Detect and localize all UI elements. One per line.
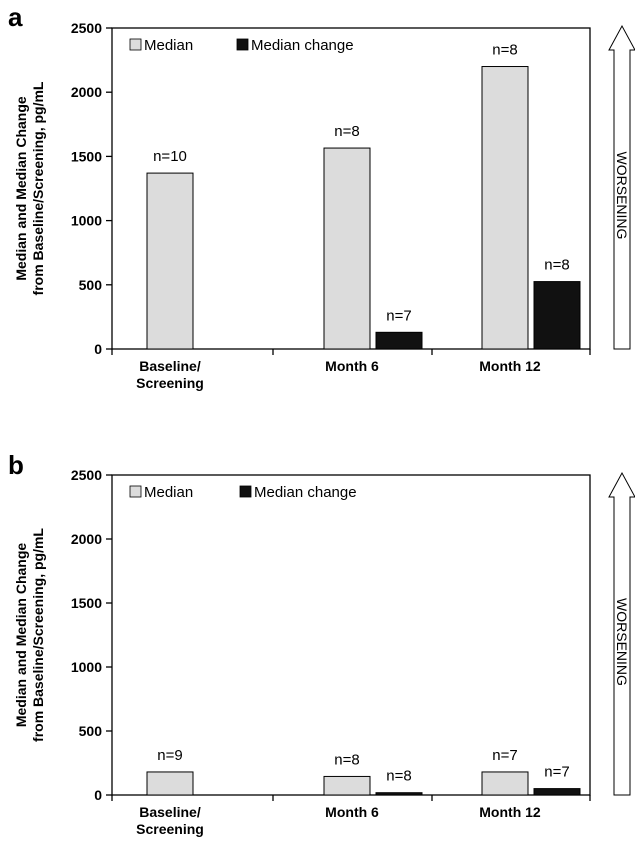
legend-swatch (129, 38, 142, 51)
data-label: n=8 (492, 42, 517, 59)
y-tick-label: 2500 (71, 467, 102, 483)
y-tick-label: 500 (79, 723, 103, 739)
x-category-label: Screening (136, 375, 204, 391)
worsening-arrow (608, 24, 635, 350)
panel-letter: a (8, 2, 23, 32)
legend-swatch (236, 38, 249, 51)
y-axis-label: from Baseline/Screening, pg/mL (30, 528, 46, 742)
data-label: n=7 (492, 747, 517, 764)
y-tick-label: 1000 (71, 659, 102, 675)
worsening-label: WORSENING (614, 598, 630, 686)
x-category-label: Month 6 (325, 358, 379, 374)
bar-median (146, 172, 194, 350)
data-label: n=10 (153, 148, 187, 165)
legend-label: Median change (251, 37, 354, 54)
legend-label: Median change (254, 484, 357, 501)
bar-median-change (375, 331, 423, 350)
worsening-arrow (608, 471, 635, 796)
bar-median-change (533, 281, 581, 350)
y-tick-label: 2000 (71, 84, 102, 100)
x-category-label: Month 12 (479, 358, 541, 374)
data-label: n=7 (544, 764, 569, 781)
bar-median-change (375, 792, 423, 796)
chart-panel-b: b 0 500 1000 1500 2000 2500 Baseline/Screening M… (8, 450, 635, 837)
y-tick-label: 2000 (71, 531, 102, 547)
legend-swatch (239, 485, 252, 498)
y-axis-label: from Baseline/Screening, pg/mL (30, 81, 46, 295)
legend-label: Median (144, 484, 193, 501)
data-label: n=8 (334, 123, 359, 140)
y-tick-label: 1000 (71, 213, 102, 229)
x-category-label: Month 12 (479, 804, 541, 820)
legend-label: Median (144, 37, 193, 54)
bar-median (323, 775, 371, 796)
x-category-label: Month 6 (325, 804, 379, 820)
worsening-label: WORSENING (614, 152, 630, 240)
y-tick-label: 1500 (71, 595, 102, 611)
legend-swatch (129, 485, 142, 498)
y-axis-label: Median and Median Change (13, 96, 29, 281)
y-tick-label: 0 (94, 787, 102, 803)
x-category-label: Baseline/ (139, 358, 201, 374)
bar-median (481, 66, 529, 350)
plot-area (111, 474, 591, 796)
data-label: n=9 (157, 747, 182, 764)
x-category-label: Baseline/ (139, 804, 201, 820)
chart-panel-a: a 0 500 1000 1500 2000 2500 Baseline/Screening M… (8, 2, 635, 391)
data-label: n=8 (544, 257, 569, 274)
data-label: n=8 (334, 751, 359, 768)
x-category-label: Screening (136, 821, 204, 837)
y-tick-label: 1500 (71, 148, 102, 164)
y-tick-label: 500 (79, 277, 103, 293)
y-tick-label: 2500 (71, 20, 102, 36)
bar-median-change (533, 788, 581, 796)
bar-median (146, 771, 194, 796)
data-label: n=8 (386, 768, 411, 785)
data-label: n=7 (386, 307, 411, 324)
bar-median (481, 771, 529, 796)
panel-letter: b (8, 450, 24, 480)
y-axis-label: Median and Median Change (13, 543, 29, 728)
y-tick-label: 0 (94, 341, 102, 357)
bar-median (323, 147, 371, 350)
